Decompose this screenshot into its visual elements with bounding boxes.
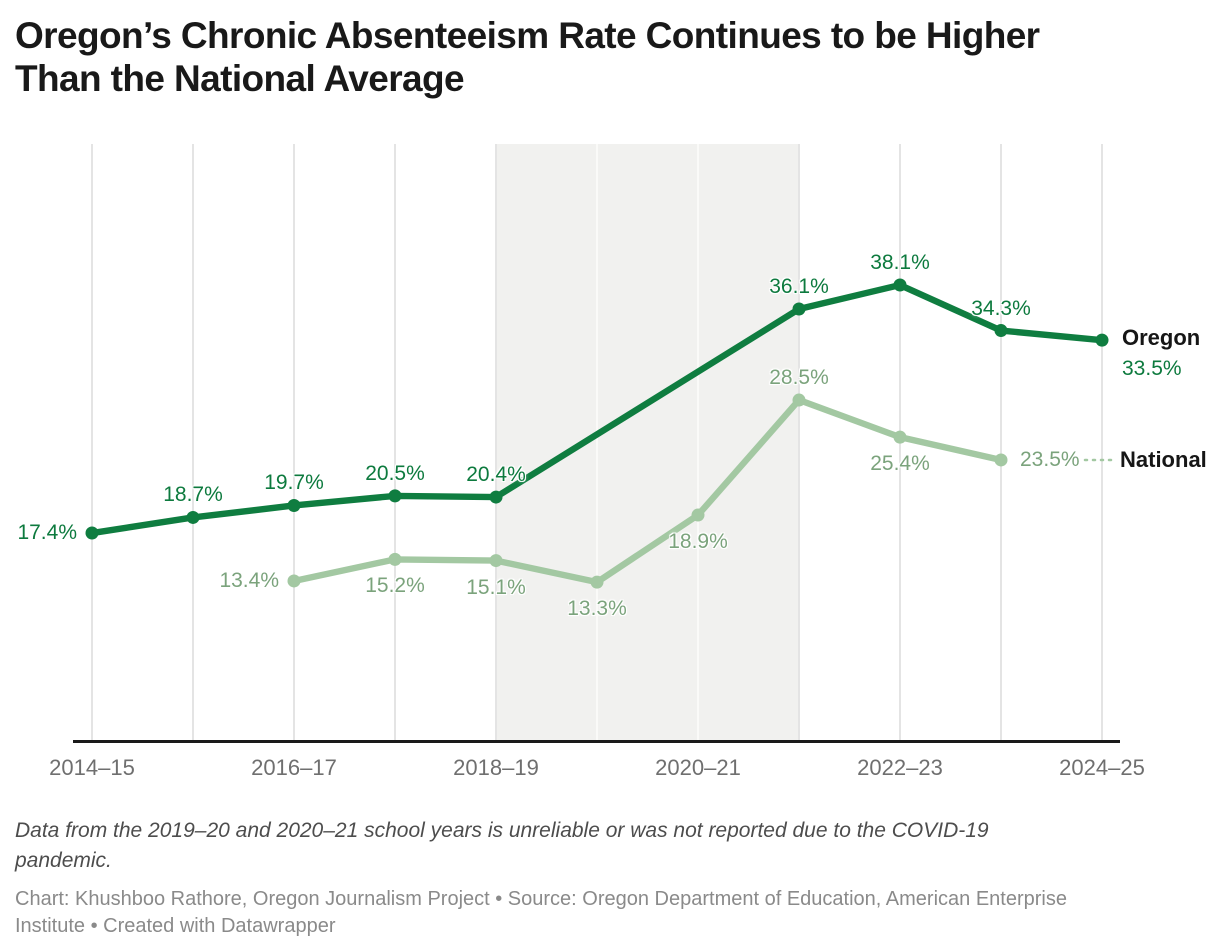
national-point-marker [893, 430, 907, 444]
national-point-marker [994, 453, 1008, 467]
national-value-label: 18.9% [668, 530, 728, 554]
chart-title-line-2: Than the National Average [15, 58, 465, 99]
chart-footnote: Data from the 2019–20 and 2020–21 school… [15, 816, 1205, 876]
oregon-point-marker [994, 324, 1008, 338]
chart-title-line-1: Oregon’s Chronic Absenteeism Rate Contin… [15, 15, 1040, 56]
oregon-value-label: 20.4% [466, 463, 526, 487]
national-value-label: 13.4% [219, 568, 279, 592]
national-point-marker [489, 554, 503, 568]
line-chart-plot-area: 17.4% 18.7% 19.7% 20.5% 20.4% 36.1% 38.1% 34.3%… [0, 140, 1220, 800]
national-point-marker [287, 574, 301, 588]
oregon-value-label: 34.3% [971, 296, 1031, 320]
oregon-point-marker [85, 526, 99, 540]
footnote-line-2: pandemic. [15, 849, 112, 872]
oregon-point-marker [792, 302, 806, 316]
national-line [290, 396, 1005, 586]
oregon-point-marker [388, 489, 402, 503]
x-axis-tick-label: 2024–25 [1059, 755, 1145, 780]
oregon-legend-label: Oregon [1122, 325, 1201, 351]
national-value-label: 15.1% [466, 575, 526, 599]
national-point-marker [792, 393, 806, 407]
national-value-label: 15.2% [365, 574, 425, 598]
chart-title: Oregon’s Chronic Absenteeism Rate Contin… [15, 14, 1215, 100]
x-axis-tick-label: 2016–17 [251, 755, 337, 780]
national-value-label: 13.3% [567, 597, 627, 621]
covid-unreliable-band [496, 144, 799, 741]
national-value-label: 28.5% [769, 366, 829, 390]
chart-canvas [73, 144, 1120, 743]
oregon-point-marker [1095, 333, 1109, 347]
x-axis-tick-label: 2022–23 [857, 755, 943, 780]
oregon-value-label: 19.7% [264, 471, 324, 495]
credit-line-1: Chart: Khushboo Rathore, Oregon Journali… [15, 888, 1067, 910]
oregon-value-label: 33.5% [1122, 357, 1182, 381]
footnote-line-1: Data from the 2019–20 and 2020–21 school… [15, 819, 989, 842]
national-value-label: 25.4% [870, 452, 930, 476]
national-point-marker [691, 508, 705, 522]
national-point-marker [388, 552, 402, 566]
oregon-point-marker [186, 510, 200, 524]
oregon-point-marker [489, 490, 503, 504]
national-value-label: 23.5% [1020, 447, 1080, 471]
oregon-value-label: 36.1% [769, 274, 829, 298]
national-point-marker [590, 575, 604, 589]
oregon-value-label: 18.7% [163, 483, 223, 507]
credit-line-2: Institute • Created with Datawrapper [15, 915, 336, 937]
oregon-point-marker [287, 498, 301, 512]
oregon-value-label: 20.5% [365, 461, 425, 485]
oregon-point-marker [893, 278, 907, 292]
x-axis-tick-label: 2018–19 [453, 755, 539, 780]
chart-credit: Chart: Khushboo Rathore, Oregon Journali… [15, 886, 1205, 940]
x-axis-tick-label: 2020–21 [655, 755, 741, 780]
x-axis-tick-label: 2014–15 [49, 755, 135, 780]
national-legend-label: National [1120, 446, 1207, 472]
oregon-value-label: 38.1% [870, 251, 930, 275]
oregon-value-label: 17.4% [17, 521, 77, 545]
